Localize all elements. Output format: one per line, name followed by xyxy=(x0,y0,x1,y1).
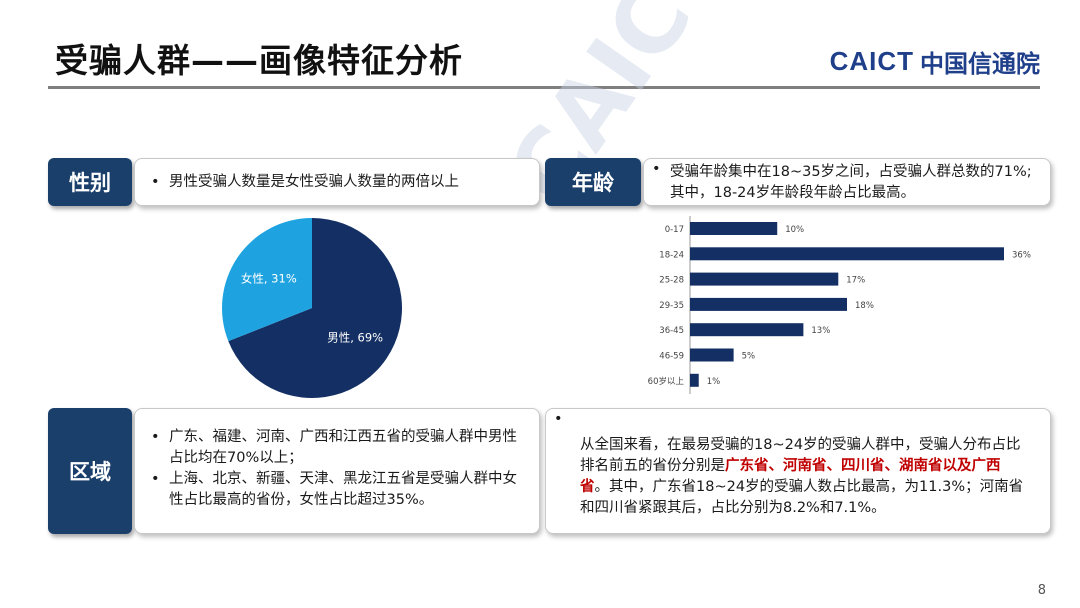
bar-label-3: 18% xyxy=(855,301,874,311)
bar-label-1: 36% xyxy=(1012,250,1031,260)
bar-label-5: 5% xyxy=(742,352,756,362)
bar-3 xyxy=(690,297,847,311)
bar-5 xyxy=(690,348,734,362)
age-summary-text: 受骗年龄集中在18~35岁之间，占受骗人群总数的71%;其中，18-24岁年龄段… xyxy=(644,159,1050,204)
national-text-pre: 从全国来看，在最易受骗的18~24岁的受骗人群中，受骗人分布占比排名前五的省份分… xyxy=(580,437,1021,474)
national-text-highlight: 广东省、河南省、四川省、湖南省以及广西省 xyxy=(580,458,1001,495)
title-rule xyxy=(48,86,1040,89)
logo-en: CAICT xyxy=(829,46,914,76)
bar-label-0: 10% xyxy=(785,225,804,235)
bar-category-5: 46-59 xyxy=(659,352,684,362)
bar-category-1: 18-24 xyxy=(659,250,684,260)
age-tag: 年龄 xyxy=(545,158,641,206)
pie-slice-0 xyxy=(228,218,402,398)
national-text-post: 。其中，广东省18~24岁的受骗人数占比最高，为11.3%；河南省和四川省紧跟其… xyxy=(580,479,1024,516)
gender-pie-chart: 男性, 69% 女性, 31% xyxy=(222,218,402,398)
bar-label-6: 1% xyxy=(707,377,721,387)
bar-category-3: 29-35 xyxy=(659,301,684,311)
pie-slice-1 xyxy=(222,218,312,342)
pie-label-1: 女性, 31% xyxy=(241,272,297,286)
bar-category-6: 60岁以上 xyxy=(648,376,685,387)
bar-category-4: 36-45 xyxy=(659,326,684,336)
national-text: 从全国来看，在最易受骗的18~24岁的受骗人群中，受骗人分布占比排名前五的省份分… xyxy=(546,409,1050,519)
bar-6 xyxy=(690,373,699,387)
bar-2 xyxy=(690,272,839,286)
logo-cn: 中国信通院 xyxy=(920,50,1040,78)
page-title: 受骗人群——画像特征分析 xyxy=(55,41,463,80)
region-tag: 区域 xyxy=(48,408,132,534)
bar-0 xyxy=(690,222,778,235)
age-bar-chart: 0-17 10% 18-24 36% 25-28 17% 29-35 18% 36-45 13% 4… xyxy=(648,216,1031,394)
bar-1 xyxy=(690,247,1004,261)
pie-label-0: 男性, 69% xyxy=(327,330,383,344)
region-bullet-2: 上海、北京、新疆、天津、黑龙江五省是受骗人群中女性占比最高的省份，女性占比超过3… xyxy=(143,469,523,511)
region-bullet-1: 广东、福建、河南、广西和江西五省的受骗人群中男性占比均在70%以上； xyxy=(143,427,523,469)
bar-category-0: 0-17 xyxy=(665,225,684,235)
national-box: 从全国来看，在最易受骗的18~24岁的受骗人群中，受骗人分布占比排名前五的省份分… xyxy=(545,408,1051,534)
region-box: 广东、福建、河南、广西和江西五省的受骗人群中男性占比均在70%以上； 上海、北京… xyxy=(134,408,540,534)
gender-tag: 性别 xyxy=(48,158,132,206)
caict-logo: CAICT 中国信通院 xyxy=(830,44,1040,79)
bar-label-2: 17% xyxy=(846,276,865,286)
bar-label-4: 13% xyxy=(811,326,830,336)
gender-summary-text: 男性受骗人数量是女性受骗人数量的两倍以上 xyxy=(143,172,459,193)
bar-category-2: 25-28 xyxy=(659,276,684,286)
gender-summary-box: 男性受骗人数量是女性受骗人数量的两倍以上 xyxy=(134,158,540,206)
page-number: 8 xyxy=(1037,583,1046,598)
bar-4 xyxy=(690,323,804,337)
age-summary-box: 受骗年龄集中在18~35岁之间，占受骗人群总数的71%;其中，18-24岁年龄段… xyxy=(643,158,1051,206)
